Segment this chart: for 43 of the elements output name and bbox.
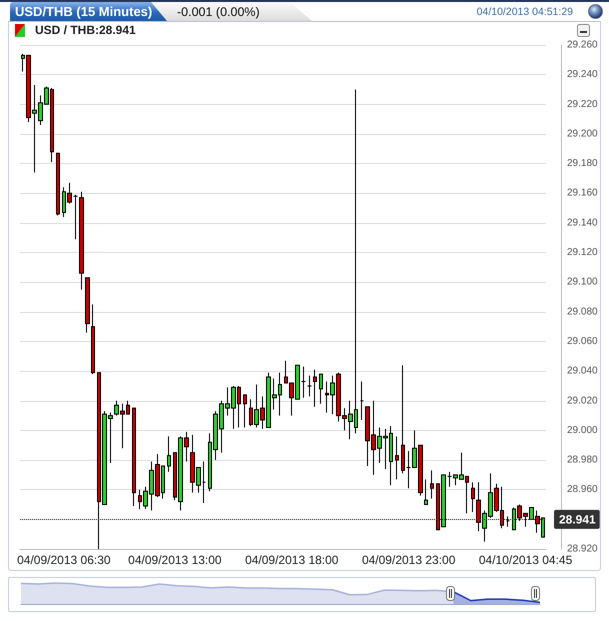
candlestick bbox=[319, 374, 323, 404]
x-tick-label: 04/09/2013 23:00 bbox=[362, 553, 456, 567]
candlestick bbox=[85, 277, 90, 334]
y-tick-label: 29.020 bbox=[567, 395, 598, 406]
y-tick-label: 29.040 bbox=[567, 366, 598, 377]
candlestick bbox=[395, 436, 399, 480]
y-tick-label: 28.960 bbox=[567, 484, 598, 496]
chart-subtitle: -0.001 (0.00%) bbox=[177, 4, 260, 21]
candlestick bbox=[167, 436, 171, 472]
y-tick-label: 29.080 bbox=[567, 306, 598, 318]
y-tick-label: 29.060 bbox=[567, 336, 598, 347]
x-tick-label: 04/09/2013 06:30 bbox=[17, 553, 111, 567]
y-tick-label: 29.200 bbox=[567, 128, 598, 140]
y-tick-label: 29.220 bbox=[567, 98, 598, 110]
y-tick-label: 29.180 bbox=[567, 158, 598, 170]
candlestick bbox=[56, 152, 60, 216]
text: USD / THB:28.941 bbox=[35, 23, 136, 38]
candlestick bbox=[91, 304, 95, 375]
candlestick bbox=[307, 375, 312, 397]
y-tick-label: 29.100 bbox=[567, 276, 598, 288]
ref-line-label: 28.941 bbox=[559, 512, 596, 526]
y-tick-label: 29.160 bbox=[567, 188, 598, 199]
y-tick-label: 29.000 bbox=[567, 424, 598, 436]
candlestick bbox=[360, 380, 364, 421]
y-tick-label: 28.920 bbox=[567, 544, 598, 554]
candlestick bbox=[424, 478, 428, 506]
chart-title: USD/THB (15 Minutes) bbox=[15, 3, 152, 21]
y-tick-label: 28.980 bbox=[567, 454, 598, 466]
candlestick bbox=[243, 394, 247, 428]
x-tick-label: 04/09/2013 13:00 bbox=[128, 553, 222, 567]
y-tick-label: 29.260 bbox=[567, 40, 598, 50]
y-tick-label: 29.240 bbox=[567, 69, 598, 80]
text: 04/10/2013 04:51:29 bbox=[476, 5, 573, 20]
x-tick-label: 04/09/2013 18:00 bbox=[245, 553, 339, 567]
candlestick bbox=[132, 408, 136, 507]
candlestick bbox=[430, 470, 434, 500]
candlestick bbox=[471, 482, 475, 512]
candlestick bbox=[313, 369, 317, 408]
y-tick-label: 29.140 bbox=[567, 217, 598, 228]
candlestick bbox=[79, 191, 84, 290]
y-tick-label: 29.120 bbox=[567, 247, 598, 258]
x-tick-label: 04/10/2013 04:45 bbox=[478, 553, 573, 567]
candlestick bbox=[506, 516, 510, 528]
